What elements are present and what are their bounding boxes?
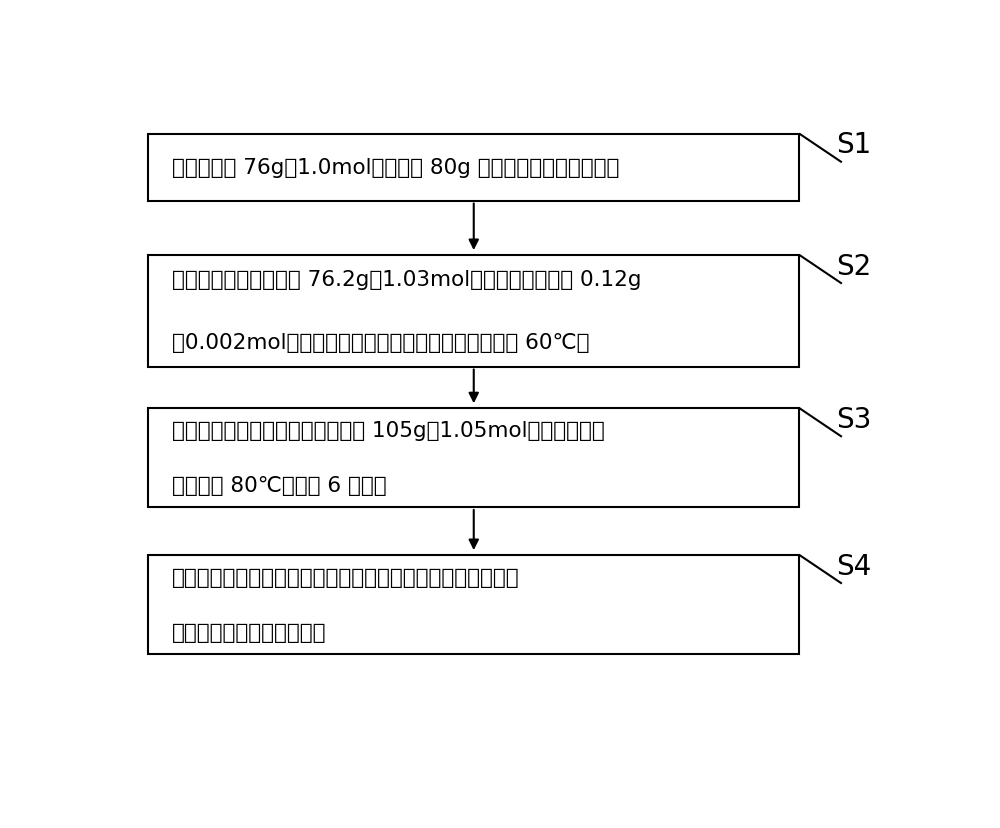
Text: 与异氰酸特丁酯的混合物。: 与异氰酸特丁酯的混合物。 <box>172 623 326 643</box>
Text: S1: S1 <box>836 132 871 159</box>
Bar <box>148 556 799 654</box>
Text: 将硫氰酸铵 76g（1.0mol）加入到 80g 的水中，搅拌待其溶解；: 将硫氰酸铵 76g（1.0mol）加入到 80g 的水中，搅拌待其溶解； <box>172 158 619 178</box>
Text: S4: S4 <box>836 552 871 580</box>
Text: 后升温至 80℃并保温 6 小时；: 后升温至 80℃并保温 6 小时； <box>172 475 386 496</box>
Text: 保温完成后，关闭搅拌静止分层，二次水洗获得硫氰酸特丁酯: 保温完成后，关闭搅拌静止分层，二次水洗获得硫氰酸特丁酯 <box>172 567 519 587</box>
Text: 向升温后的混合液缓慢滴加浓盐酸 105g（1.05mol），滴加完成: 向升温后的混合液缓慢滴加浓盐酸 105g（1.05mol），滴加完成 <box>172 421 604 440</box>
Text: （0.002mol），得到混合液，并将混合液缓慢升温至 60℃；: （0.002mol），得到混合液，并将混合液缓慢升温至 60℃； <box>172 333 589 353</box>
Text: S3: S3 <box>836 406 871 433</box>
Bar <box>148 134 799 201</box>
Bar <box>148 256 799 367</box>
Text: 完全溶解后加入叔丁醇 76.2g（1.03mol），再加入乙酰胺 0.12g: 完全溶解后加入叔丁醇 76.2g（1.03mol），再加入乙酰胺 0.12g <box>172 270 641 290</box>
Bar <box>148 408 799 508</box>
Text: S2: S2 <box>836 253 871 281</box>
